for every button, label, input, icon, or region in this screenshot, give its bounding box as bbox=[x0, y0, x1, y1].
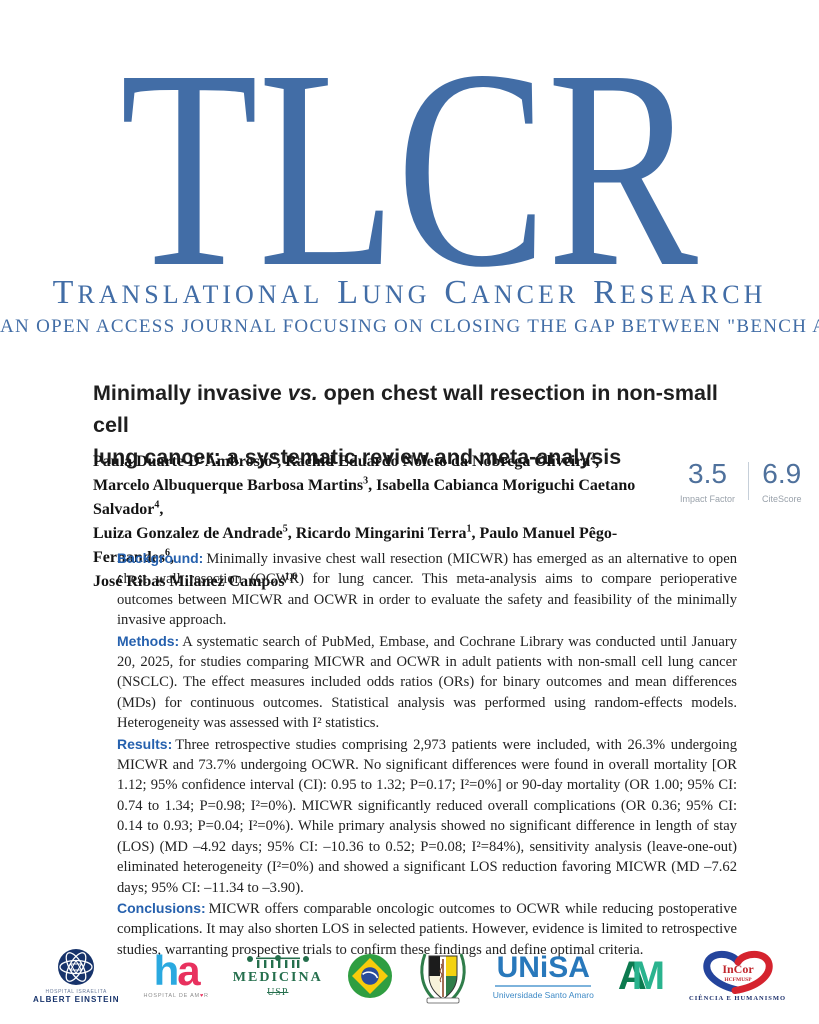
logo-incor: InCor HCFMUSP CIÊNCIA E HUMANISMO bbox=[689, 950, 786, 1002]
impact-factor-value: 3.5 bbox=[688, 458, 727, 489]
albert-einstein-atom-icon bbox=[58, 949, 95, 985]
author-line: José Ribas Milanez Campos1,6 bbox=[93, 571, 298, 590]
author-line: Marcelo Albuquerque Barbosa Martins3, Is… bbox=[93, 475, 636, 518]
abstract-section-results: Results: Three retrospective studies comp… bbox=[117, 734, 737, 898]
abstract-section-conclusions: Conclusions: MICWR offers comparable onco… bbox=[117, 898, 737, 960]
section-text-conclusions: MICWR offers comparable oncologic outcom… bbox=[117, 900, 737, 958]
unisa-wordmark: UNiSA bbox=[496, 950, 590, 984]
building-columns-icon bbox=[246, 954, 309, 968]
unisa-underline bbox=[495, 984, 592, 987]
logo-albert-einstein: HOSPITAL ISRAELITA ALBERT EINSTEIN bbox=[33, 948, 120, 1004]
journal-metrics: 3.5 Impact Factor 6.9 CiteScore bbox=[680, 458, 802, 504]
section-text-background: Minimally invasive chest wall resection … bbox=[117, 551, 737, 629]
abstract-section-methods: Methods: A systematic search of PubMed, E… bbox=[117, 631, 737, 734]
logo-medicina-usp: MEDICINA USP bbox=[232, 954, 323, 998]
incor-caption: CIÊNCIA E HUMANISMO bbox=[689, 995, 787, 1002]
abstract: Background: Minimally invasive chest wall… bbox=[117, 548, 737, 960]
title-line2: lung cancer: a systematic review and met… bbox=[93, 445, 622, 469]
section-label-results: Results: bbox=[117, 735, 173, 752]
title-vs-italic: vs. bbox=[287, 381, 318, 405]
section-label-background: Background: bbox=[117, 550, 204, 566]
impact-factor-label: Impact Factor bbox=[680, 494, 736, 504]
metric-divider bbox=[748, 462, 750, 500]
am-letter-a: A bbox=[617, 954, 647, 998]
logo-hospital-de-amor: ha HOSPITAL DE AM♥R bbox=[144, 950, 209, 1000]
usp-seal-text: USP bbox=[267, 986, 289, 998]
ha-caption-text: R bbox=[204, 993, 209, 999]
logo-unisa: UNiSA Universidade Santo Amaro bbox=[492, 950, 594, 1000]
section-label-conclusions: Conclusions: bbox=[117, 899, 206, 916]
author-list: Paula Duarte D’Ambrosio1, Rachid Eduardo… bbox=[93, 450, 693, 594]
heart-icon: ♥ bbox=[199, 993, 205, 999]
journal-tagline: AN OPEN ACCESS JOURNAL FOCUSING ON CLOSI… bbox=[0, 316, 819, 337]
citescore-value: 6.9 bbox=[762, 458, 802, 489]
einstein-caption-line2: ALBERT EINSTEIN bbox=[32, 995, 120, 1004]
citescore-metric: 6.9 CiteScore bbox=[762, 458, 802, 504]
incor-wordmark: InCor bbox=[722, 962, 754, 976]
incor-hcfmusp-text: HCFMUSP bbox=[724, 977, 752, 983]
am-letter-m: M bbox=[631, 954, 666, 998]
logo-medical-school-crest bbox=[417, 948, 469, 1004]
unisa-caption: Universidade Santo Amaro bbox=[492, 989, 594, 1000]
article-title: Minimally invasive vs. open chest wall r… bbox=[93, 377, 753, 473]
brazil-flag-icon bbox=[347, 954, 392, 998]
author-line: Paula Duarte D’Ambrosio1, Rachid Eduardo… bbox=[93, 451, 600, 470]
abstract-section-background: Background: Minimally invasive chest wall… bbox=[117, 548, 737, 631]
einstein-caption-line1: HOSPITAL ISRAELITA bbox=[45, 989, 107, 995]
title-segment: open chest wall resection in non-small c… bbox=[93, 381, 718, 437]
impact-factor-metric: 3.5 Impact Factor bbox=[680, 458, 735, 504]
ha-wordmark: ha bbox=[154, 950, 201, 992]
incor-heart-icon: InCor HCFMUSP bbox=[702, 950, 773, 994]
logo-brazil-flag bbox=[347, 953, 393, 999]
title-segment: Minimally invasive bbox=[93, 381, 288, 405]
journal-name: TRANSLATIONAL LUNG CANCER RESEARCH bbox=[52, 274, 767, 311]
crest-shield-icon bbox=[420, 953, 466, 1004]
ha-caption: HOSPITAL DE AM♥R bbox=[144, 993, 209, 999]
ha-letter-a: a bbox=[177, 947, 200, 994]
citescore-label: CiteScore bbox=[762, 494, 802, 504]
ha-caption-text: HOSPITAL DE AM bbox=[143, 993, 200, 999]
section-text-results: Three retrospective studies comprising 2… bbox=[117, 736, 737, 896]
institution-logo-row: HOSPITAL ISRAELITA ALBERT EINSTEIN ha HO… bbox=[0, 948, 819, 1004]
journal-logo-text: TLCR bbox=[120, 52, 699, 272]
author-line: Luiza Gonzalez de Andrade5, Ricardo Ming… bbox=[93, 523, 618, 566]
ha-letter-h: h bbox=[153, 947, 180, 994]
medicina-wordmark: MEDICINA bbox=[232, 969, 323, 985]
journal-logo: TLCR bbox=[120, 52, 699, 272]
section-text-methods: A systematic search of PubMed, Embase, a… bbox=[117, 633, 737, 732]
section-label-methods: Methods: bbox=[117, 632, 180, 649]
